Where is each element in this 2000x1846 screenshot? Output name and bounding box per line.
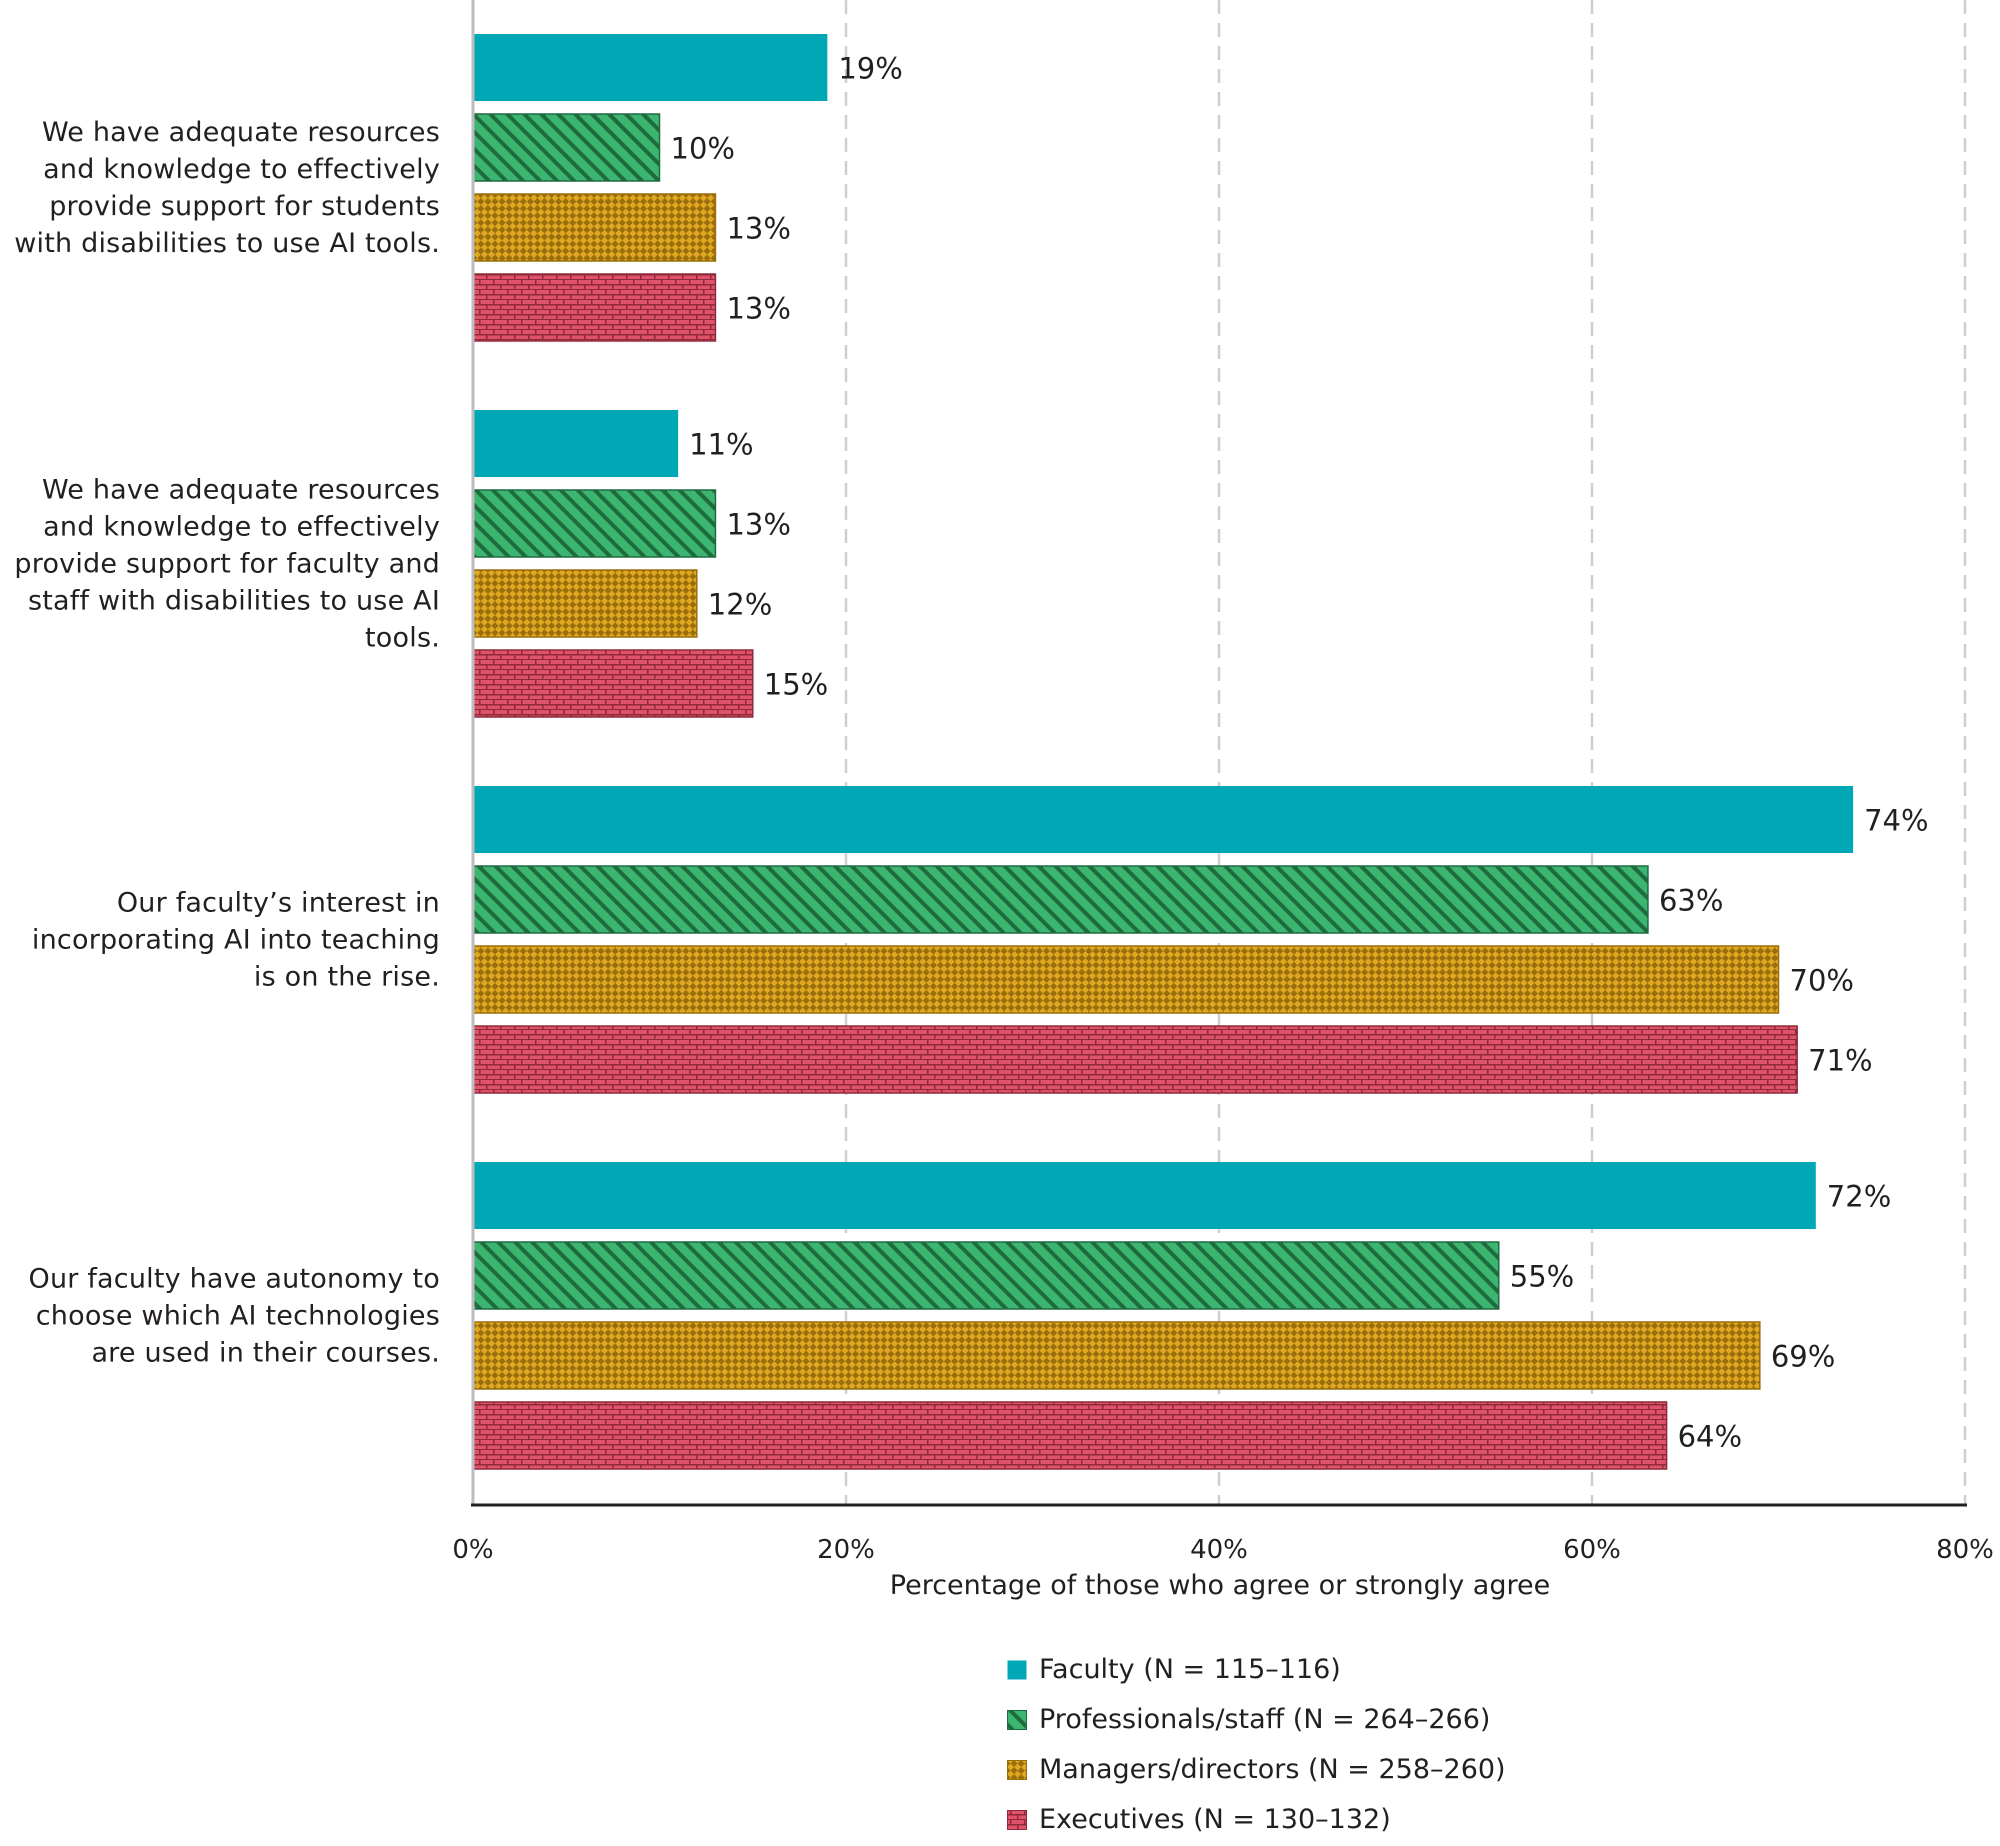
legend-label: Faculty (N = 115–116) [1039, 1654, 1341, 1685]
legend-swatch [1007, 1660, 1027, 1680]
value-label: 11% [689, 428, 753, 462]
value-label: 13% [726, 508, 790, 542]
bar [472, 273, 717, 342]
legend-item: Managers/directors (N = 258–260) [1007, 1745, 1506, 1795]
legend-label: Executives (N = 130–132) [1039, 1804, 1391, 1835]
legend-label: Managers/directors (N = 258–260) [1039, 1754, 1506, 1785]
x-tick-label: 40% [1190, 1535, 1248, 1565]
legend-swatch [1007, 1710, 1027, 1730]
value-label: 69% [1771, 1340, 1835, 1374]
bar [473, 410, 679, 477]
x-axis-title: Percentage of those who agree or strongl… [889, 1570, 1551, 1601]
bar [472, 1241, 1500, 1310]
value-label: 13% [726, 292, 790, 326]
legend: Faculty (N = 115–116) Professionals/staff… [1007, 1645, 1506, 1845]
legend-swatch [1007, 1760, 1027, 1780]
bar [473, 34, 828, 101]
bar [472, 489, 717, 558]
value-label: 15% [764, 668, 828, 702]
legend-label: Professionals/staff (N = 264–266) [1039, 1704, 1491, 1735]
bar [472, 193, 717, 262]
bar [472, 649, 754, 718]
bar [472, 569, 698, 638]
value-label: 70% [1790, 964, 1854, 998]
value-labels: 19% 10% 13% 13% 11% 13% 12% 15% 74% 63% 70% 71% 72% 5… [671, 52, 1929, 1454]
category-label: Our faculty have autonomy to choose whic… [28, 1263, 440, 1368]
bar [472, 1321, 1761, 1390]
legend-item: Faculty (N = 115–116) [1007, 1645, 1506, 1695]
bar [472, 1401, 1668, 1470]
x-tick-labels: 0% 20% 40% 60% 80% [452, 1535, 1994, 1565]
x-tick-label: 20% [817, 1535, 875, 1565]
value-label: 12% [708, 588, 772, 622]
value-label: 71% [1808, 1044, 1872, 1078]
bar [473, 1162, 1816, 1229]
x-tick-label: 0% [452, 1535, 493, 1565]
value-label: 19% [838, 52, 902, 86]
legend-item: Executives (N = 130–132) [1007, 1795, 1506, 1845]
axes [471, 0, 1967, 1507]
legend-item: Professionals/staff (N = 264–266) [1007, 1695, 1506, 1745]
value-label: 64% [1678, 1420, 1742, 1454]
category-label: Our faculty’s interest in incorporating … [31, 887, 440, 992]
legend-swatch [1007, 1810, 1027, 1830]
x-tick-label: 60% [1563, 1535, 1621, 1565]
bar-series [472, 34, 1854, 1470]
bar [472, 1025, 1798, 1094]
bar [472, 113, 661, 182]
bar [472, 865, 1649, 934]
value-label: 74% [1864, 804, 1928, 838]
bar [473, 786, 1854, 853]
value-label: 13% [726, 212, 790, 246]
category-label: We have adequate resources and knowledge… [14, 116, 440, 259]
x-tick-label: 80% [1936, 1535, 1994, 1565]
value-label: 63% [1659, 884, 1723, 918]
value-label: 10% [671, 132, 735, 166]
value-label: 72% [1827, 1180, 1891, 1214]
category-label: We have adequate resources and knowledge… [14, 474, 440, 653]
bar [472, 945, 1780, 1014]
value-label: 55% [1510, 1260, 1574, 1294]
